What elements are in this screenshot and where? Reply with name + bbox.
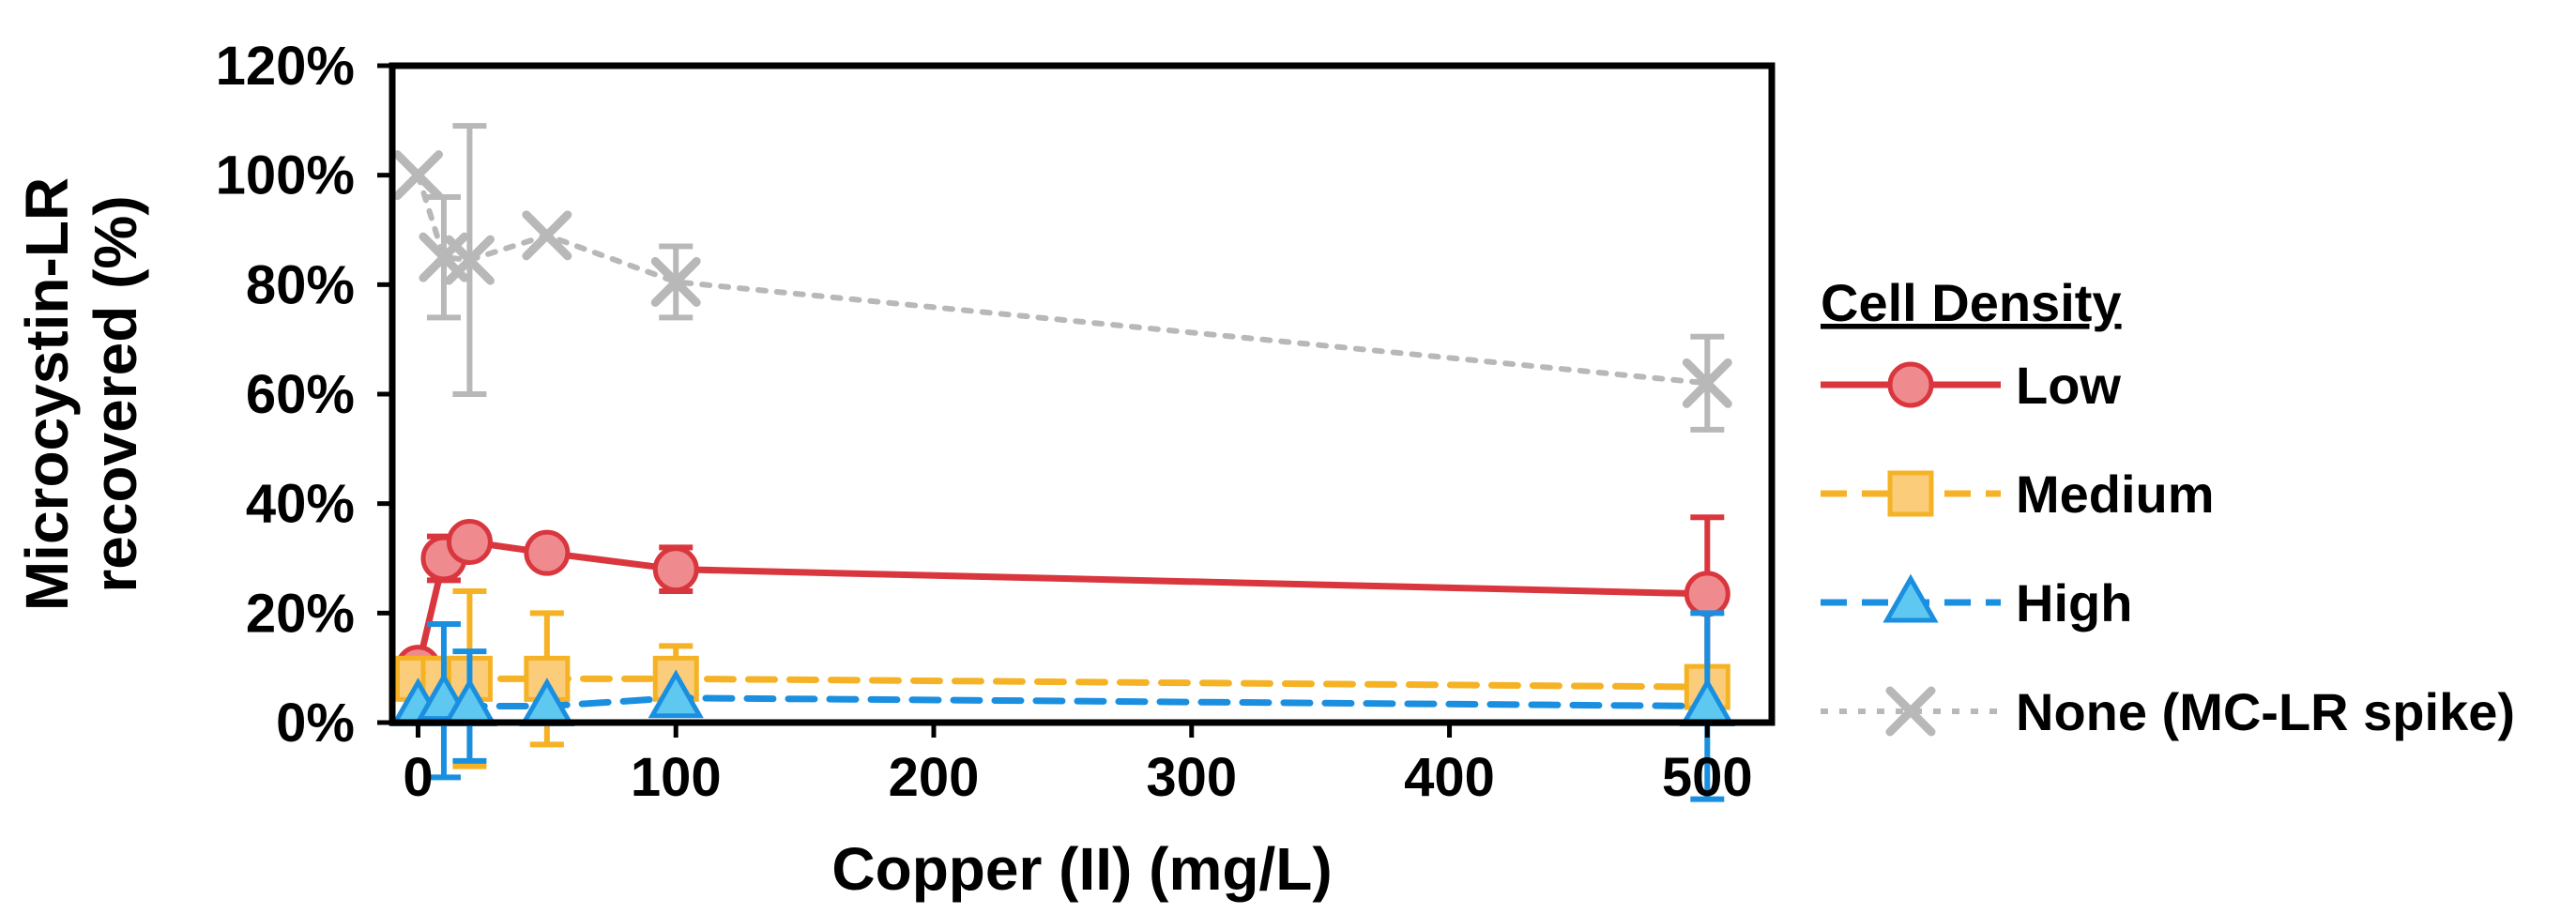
data-point-none-mc-lr-spike: [392, 150, 443, 201]
y-axis-label: Microcystin-LR recovered (%): [13, 177, 149, 611]
x-marker-stroke: [1885, 686, 1936, 737]
y-tick-label: 0%: [276, 693, 355, 754]
x-tick-label: 100: [631, 747, 722, 808]
legend-item-low: Low: [1821, 356, 2121, 415]
y-tick-label: 20%: [246, 583, 355, 644]
y-axis-label-line-1: Microcystin-LR: [13, 177, 81, 611]
series-low: [394, 514, 1730, 692]
series-high: [389, 610, 1735, 802]
x-marker-stroke: [1682, 358, 1732, 408]
legend-item-high: High: [1821, 573, 2132, 632]
data-point-none-mc-lr-spike: [444, 235, 495, 285]
legend-marker: [1887, 470, 1934, 517]
series-none-mc-lr-spike: [392, 123, 1732, 433]
x-axis-label: Copper (II) (mg/L): [831, 835, 1332, 903]
x-marker-stroke: [444, 235, 495, 285]
y-axis-label-line-2: recovered (%): [82, 195, 149, 592]
x-tick-label: 400: [1404, 747, 1495, 808]
series-line-low: [414, 538, 1711, 672]
data-point-low: [652, 546, 699, 593]
data-point-low: [1684, 571, 1730, 617]
x-tick-label: 0: [403, 747, 433, 808]
data-point-none-mc-lr-spike: [522, 210, 572, 261]
plot-frame: [389, 62, 1776, 726]
x-marker-stroke: [650, 256, 701, 307]
legend-item-medium: Medium: [1821, 465, 2215, 524]
legend-marker: [1882, 573, 1939, 623]
y-tick-label: 100%: [216, 145, 355, 206]
y-tick-label: 80%: [246, 254, 355, 315]
legend-label: None (MC-LR spike): [2016, 682, 2515, 741]
x-tick-label: 200: [889, 747, 980, 808]
y-tick-label: 120%: [216, 36, 355, 97]
legend-label: High: [2016, 573, 2132, 632]
legend-item-none-mc-lr-spike: None (MC-LR spike): [1821, 682, 2515, 741]
y-tick-label: 40%: [246, 474, 355, 535]
series-line-medium: [414, 675, 1711, 691]
series-line-none-mc-lr-spike: [415, 172, 1711, 387]
plot-marks: [389, 123, 1735, 802]
series-medium: [394, 588, 1730, 769]
x-marker-stroke: [392, 150, 443, 201]
x-tick-label: 300: [1146, 747, 1237, 808]
data-point-none-mc-lr-spike: [650, 256, 701, 307]
legend-marker: [1885, 686, 1936, 737]
series-line-high: [414, 694, 1711, 709]
data-point-none-mc-lr-spike: [1682, 358, 1732, 408]
y-tick-label: 60%: [246, 364, 355, 425]
legend: Cell Density Low Medium High None (MC-LR sp…: [1821, 273, 2515, 741]
legend-label: Low: [2016, 356, 2121, 415]
legend-title: Cell Density: [1821, 273, 2122, 332]
legend-label: Medium: [2016, 465, 2215, 524]
data-point-low: [524, 529, 571, 576]
x-tick-label: 500: [1662, 747, 1753, 808]
legend-marker: [1887, 361, 1934, 408]
axis-ticks: 0 100 200 300 400 500 0% 20% 40% 60% 80% 100% 120%: [216, 36, 1753, 808]
data-point-high: [648, 669, 704, 719]
x-marker-stroke: [522, 210, 572, 261]
data-point-low: [446, 519, 493, 565]
